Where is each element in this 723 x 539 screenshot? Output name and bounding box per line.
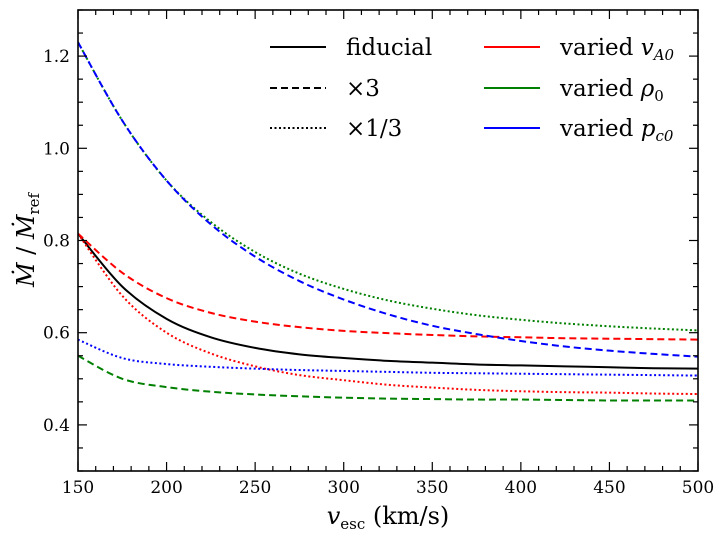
legend: fiducial ×3 ×1/3 varied vA0 varied ρ0 va… bbox=[270, 35, 675, 145]
series-line-fiducial bbox=[78, 232, 698, 370]
legend-label-times-3: ×3 bbox=[346, 76, 380, 102]
legend-label-times-third: ×1/3 bbox=[346, 116, 402, 142]
x-tick-label: 450 bbox=[593, 478, 625, 498]
y-tick-label: 1.0 bbox=[43, 139, 70, 159]
legend-label-fiducial: fiducial bbox=[346, 35, 432, 61]
series-line-varied-p-c0-3 bbox=[78, 41, 698, 358]
y-tick-labels: 0.4 0.6 0.8 1.0 1.2 bbox=[43, 47, 70, 436]
x-axis-title: vesc (km/s) bbox=[327, 502, 450, 533]
series-layer bbox=[78, 41, 698, 402]
legend-label-varied-va0: varied vA0 bbox=[559, 35, 675, 64]
y-tick-label: 0.8 bbox=[43, 232, 70, 252]
y-axis-title: Ṁ / Ṁref bbox=[11, 192, 43, 289]
x-tick-label: 400 bbox=[505, 478, 537, 498]
x-tick-labels: 150 200 250 300 350 400 450 500 bbox=[62, 478, 714, 498]
legend-label-varied-pc0: varied pc0 bbox=[559, 116, 674, 145]
ticks-layer bbox=[77, 9, 699, 472]
x-tick-label: 150 bbox=[62, 478, 94, 498]
x-tick-label: 500 bbox=[682, 478, 714, 498]
x-tick-label: 250 bbox=[239, 478, 271, 498]
series-line-varied-p-c0-1-3 bbox=[78, 338, 698, 377]
series-line-varied-v-a0-3 bbox=[78, 232, 698, 341]
x-tick-label: 300 bbox=[327, 478, 359, 498]
y-tick-label: 0.6 bbox=[43, 324, 70, 344]
x-tick-label: 350 bbox=[416, 478, 448, 498]
y-tick-label: 0.4 bbox=[43, 416, 70, 436]
x-tick-label: 200 bbox=[150, 478, 182, 498]
y-tick-label: 1.2 bbox=[43, 47, 70, 67]
legend-label-varied-rho0: varied ρ0 bbox=[559, 76, 664, 105]
